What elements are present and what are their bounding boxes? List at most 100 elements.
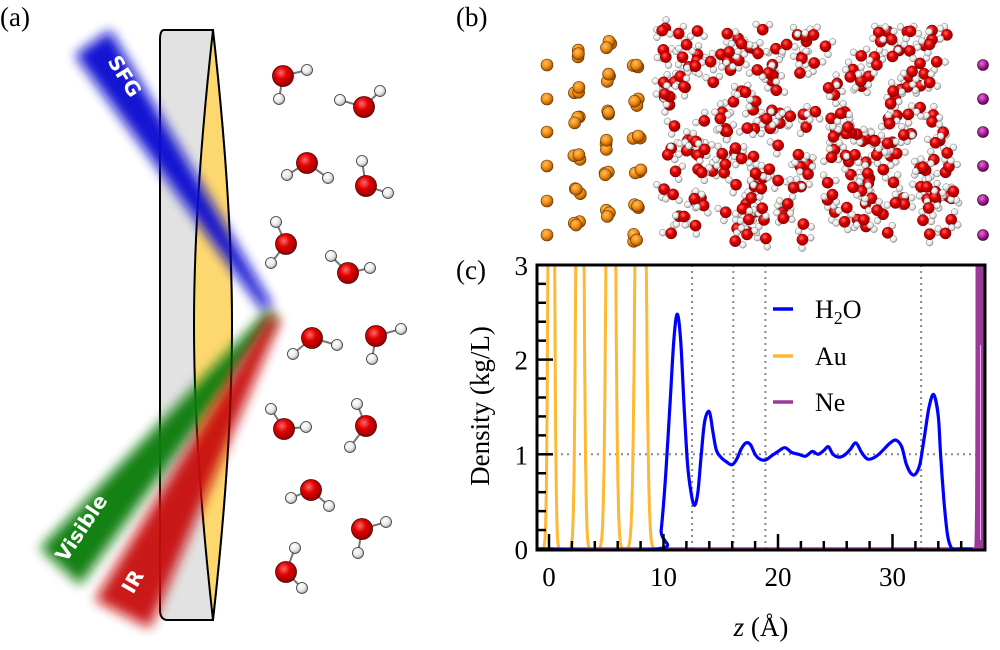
oxygen-atom: [808, 57, 821, 69]
water-molecule: [923, 70, 941, 90]
hydrogen-atom: [322, 172, 334, 184]
oxygen-atom: [794, 67, 806, 79]
hydrogen-atom: [663, 117, 672, 126]
hydrogen-atom: [803, 152, 811, 160]
oxygen-atom: [871, 204, 884, 217]
water-molecule: [930, 55, 949, 74]
legend-label-subscript: 2: [834, 308, 843, 328]
hydrogen-atom: [749, 130, 757, 139]
hydrogen-atom: [679, 22, 688, 31]
oxygen-atom: [672, 27, 685, 40]
oxygen-atom: [844, 71, 857, 83]
hydrogen-atom: [661, 108, 669, 116]
hydrogen-atom: [301, 64, 313, 76]
x-tick-label: 20: [765, 562, 792, 592]
hydrogen-atom: [933, 201, 941, 209]
ne-atom: [977, 126, 989, 138]
au-atom-cluster: [540, 228, 554, 242]
hydrogen-atom: [659, 229, 667, 237]
oxygen-atom: [792, 148, 805, 161]
au-atom: [569, 218, 583, 232]
au-atom: [570, 182, 583, 196]
hydrogen-atom: [729, 62, 737, 71]
oxygen-atom: [802, 168, 814, 180]
oxygen-atom: [739, 86, 752, 99]
hydrogen-atom: [911, 157, 919, 166]
au-atom-cluster: [628, 198, 645, 214]
water-molecule: [918, 37, 936, 57]
oxygen-atom: [745, 191, 758, 204]
hydrogen-atom: [949, 143, 958, 152]
oxygen-atom: [688, 192, 701, 205]
hydrogen-atom: [832, 99, 840, 107]
water-molecule: [881, 222, 898, 243]
x-axis-label-variable: z: [733, 612, 745, 642]
hydrogen-atom: [653, 54, 662, 62]
oxygen-atom: [668, 120, 681, 132]
oxygen-atom: [914, 57, 926, 70]
oxygen-atom: [749, 167, 762, 180]
hydrogen-atom: [287, 348, 299, 360]
hydrogen-atom: [701, 108, 709, 117]
oxygen-atom: [275, 233, 297, 255]
hydrogen-atom: [777, 72, 786, 80]
water-molecule: [746, 167, 768, 184]
oxygen-atom: [658, 183, 670, 196]
water-molecule: [653, 51, 673, 69]
au-atom: [540, 194, 554, 208]
oxygen-atom: [822, 82, 835, 94]
oxygen-atom: [881, 226, 894, 239]
hydrogen-atom: [273, 93, 285, 105]
hydrogen-atom: [825, 92, 834, 100]
ne-atom: [977, 93, 989, 105]
hydrogen-atom: [395, 323, 407, 335]
water-molecules-schematic: [265, 64, 407, 594]
oxygen-atom: [751, 64, 764, 76]
water-molecule: [351, 516, 392, 559]
oxygen-atom: [941, 29, 953, 41]
hydrogen-atom: [895, 97, 903, 106]
water-molecule: [865, 198, 884, 217]
au-atom-cluster: [599, 133, 613, 156]
hydrogen-atom: [723, 136, 731, 144]
water-molecule: [687, 25, 708, 40]
hydrogen-atom: [732, 28, 740, 36]
hydrogen-atom: [712, 155, 720, 164]
hydrogen-atom: [927, 217, 936, 226]
water-molecule: [820, 188, 841, 206]
hydrogen-atom: [895, 184, 904, 192]
hydrogen-atom: [844, 58, 853, 66]
legend-item-au: Au: [773, 342, 847, 371]
oxygen-atom: [819, 40, 832, 53]
ne-atom: [977, 194, 989, 206]
oxygen-atom: [689, 219, 702, 232]
water-molecule: [900, 40, 922, 57]
water-molecule: [794, 60, 813, 79]
oxygen-atom: [906, 65, 918, 78]
oxygen-atom: [735, 37, 748, 50]
oxygen-atom: [929, 136, 942, 149]
hydrogen-atom: [908, 194, 916, 202]
water-molecule: [729, 229, 747, 249]
hydrogen-atom: [694, 42, 703, 50]
hydrogen-atom: [851, 84, 860, 92]
hydrogen-atom: [786, 209, 794, 217]
hydrogen-atom: [908, 131, 916, 139]
au-atom: [630, 58, 643, 72]
oxygen-atom: [721, 125, 734, 138]
hydrogen-atom: [934, 225, 942, 233]
oxygen-atom: [855, 50, 868, 62]
hydrogen-atom: [700, 32, 708, 40]
hydrogen-atom: [685, 142, 693, 150]
oxygen-atom: [845, 168, 857, 181]
hydrogen-atom: [745, 103, 753, 111]
oxygen-atom: [704, 55, 717, 68]
au-atom: [601, 210, 614, 223]
au-atom: [598, 168, 612, 182]
hydrogen-atom: [897, 88, 906, 96]
oxygen-atom: [727, 95, 740, 108]
au-atom-cluster: [600, 34, 618, 55]
oxygen-atom: [885, 33, 898, 46]
oxygen-atom: [800, 121, 813, 133]
water-molecule: [819, 38, 837, 59]
